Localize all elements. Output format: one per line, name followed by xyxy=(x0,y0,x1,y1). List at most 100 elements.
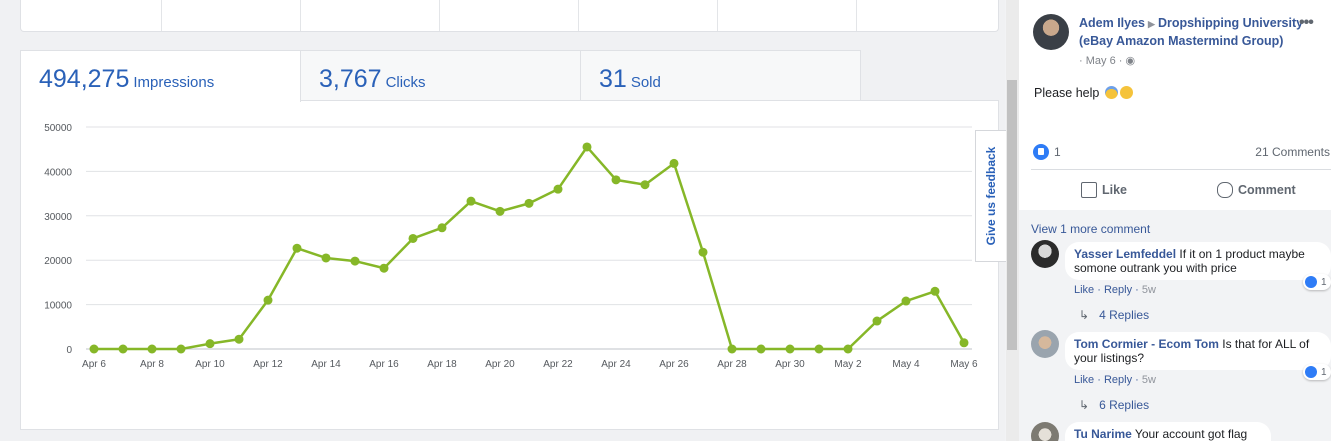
data-point[interactable] xyxy=(292,243,302,253)
comment-time[interactable]: 5w xyxy=(1141,284,1156,296)
like-reaction-icon xyxy=(1305,276,1317,288)
data-point[interactable] xyxy=(495,206,505,216)
comment-text: Is that for ALL of your listings? xyxy=(1074,337,1310,365)
data-point[interactable] xyxy=(466,196,476,206)
impressions-label: Impressions xyxy=(133,74,215,91)
commenter-avatar[interactable] xyxy=(1031,240,1059,268)
view-replies-link[interactable]: ↳ 6 Replies xyxy=(1079,398,1149,412)
likes-count[interactable]: 1 xyxy=(1054,145,1061,159)
x-tick-label: Apr 30 xyxy=(775,359,805,370)
commenter-avatar[interactable] xyxy=(1031,422,1059,441)
page-scrollbar-thumb[interactable] xyxy=(1007,80,1017,350)
x-tick-label: Apr 8 xyxy=(140,359,164,370)
commenter-name[interactable]: Yasser Lemfeddel xyxy=(1074,247,1177,261)
tab-impressions[interactable]: 494,275 Impressions xyxy=(20,50,301,102)
data-point[interactable] xyxy=(640,180,650,190)
author-name[interactable]: Adem Ilyes xyxy=(1079,16,1146,30)
comments-count[interactable]: 21 Comments xyxy=(1255,145,1330,159)
data-point[interactable] xyxy=(669,158,679,168)
facebook-post: Adem Ilyes ▶ Dropshipping University (eBay… xyxy=(1019,0,1331,441)
data-point[interactable] xyxy=(727,344,737,354)
comment-bubble: Tom Cormier - Ecom Tom Is that for ALL o… xyxy=(1065,332,1331,380)
sold-value: 31 xyxy=(599,65,627,93)
more-options-icon[interactable]: ••• xyxy=(1299,14,1314,31)
data-point[interactable] xyxy=(959,338,969,348)
give-feedback-button[interactable]: Give us feedback xyxy=(975,130,1006,262)
tab-clicks[interactable]: 3,767 Clicks xyxy=(300,50,581,102)
comment-actions: Like · Reply · 5w xyxy=(1074,284,1156,296)
y-tick-label: 20000 xyxy=(44,256,72,267)
data-point[interactable] xyxy=(785,344,795,354)
reply-arrow-icon: ↳ xyxy=(1079,398,1090,412)
tab-sold[interactable]: 31 Sold xyxy=(580,50,861,102)
impressions-chart-container: 0 10000 20000 30000 40000 50000 Apr 6 Apr 8 Apr … xyxy=(20,100,999,430)
author-avatar[interactable] xyxy=(1033,14,1069,50)
comment-icon xyxy=(1217,182,1233,198)
view-replies-link[interactable]: ↳ 4 Replies xyxy=(1079,308,1149,322)
post-body: Please help xyxy=(1034,86,1133,100)
like-reaction-icon xyxy=(1305,366,1317,378)
replies-count: 6 Replies xyxy=(1099,398,1150,412)
impressions-line-chart: 0 10000 20000 30000 40000 50000 Apr 6 Apr 8 Apr … xyxy=(44,123,978,370)
post-date[interactable]: May 6 xyxy=(1085,55,1116,67)
data-point[interactable] xyxy=(756,344,766,354)
globe-icon: ◉ xyxy=(1125,55,1136,67)
data-point[interactable] xyxy=(814,344,824,354)
data-point[interactable] xyxy=(147,344,157,354)
data-point[interactable] xyxy=(901,296,911,306)
impressions-value: 494,275 xyxy=(39,65,130,93)
commenter-avatar[interactable] xyxy=(1031,330,1059,358)
data-point[interactable] xyxy=(176,344,186,354)
comment-like-link[interactable]: Like xyxy=(1074,374,1095,386)
comment-reply-link[interactable]: Reply xyxy=(1103,284,1133,296)
clicks-value: 3,767 xyxy=(319,65,382,93)
give-feedback-label: Give us feedback xyxy=(984,146,998,246)
data-point[interactable] xyxy=(379,263,389,273)
data-point[interactable] xyxy=(118,344,128,354)
data-point[interactable] xyxy=(234,334,244,344)
x-tick-label: Apr 10 xyxy=(195,359,225,370)
x-tick-label: Apr 14 xyxy=(311,359,341,370)
data-point[interactable] xyxy=(524,198,534,208)
summary-strip xyxy=(20,0,999,32)
data-point[interactable] xyxy=(698,247,708,257)
x-tick-label: Apr 16 xyxy=(369,359,399,370)
comment-reaction-count: 1 xyxy=(1321,367,1327,378)
sold-label: Sold xyxy=(630,74,661,91)
divider xyxy=(1031,169,1331,170)
y-tick-label: 50000 xyxy=(44,123,72,134)
comment-reply-link[interactable]: Reply xyxy=(1103,374,1133,386)
data-point[interactable] xyxy=(930,286,940,296)
data-point[interactable] xyxy=(553,184,563,194)
data-point[interactable] xyxy=(843,344,853,354)
data-point[interactable] xyxy=(437,223,447,233)
data-point[interactable] xyxy=(89,344,99,354)
comment-reactions[interactable]: 1 xyxy=(1303,364,1331,380)
x-tick-label: Apr 28 xyxy=(717,359,747,370)
view-more-comments-link[interactable]: View 1 more comment xyxy=(1031,222,1151,236)
data-point[interactable] xyxy=(611,175,621,185)
comment-reactions[interactable]: 1 xyxy=(1303,274,1331,290)
group-name[interactable]: Dropshipping University (eBay Amazon Mas… xyxy=(1079,16,1304,48)
data-point[interactable] xyxy=(872,316,882,326)
x-tick-label: Apr 22 xyxy=(543,359,573,370)
comments-section: View 1 more comment Yasser Lemfeddel If … xyxy=(1019,210,1331,441)
impressions-series-line xyxy=(94,145,966,351)
comment-text: Your account got flag xyxy=(1134,427,1248,441)
clicks-label: Clicks xyxy=(385,74,426,91)
data-point[interactable] xyxy=(263,295,273,305)
comment-like-link[interactable]: Like xyxy=(1074,284,1095,296)
y-tick-label: 10000 xyxy=(44,301,72,312)
commenter-name[interactable]: Tom Cormier - Ecom Tom xyxy=(1074,337,1219,351)
commenter-name[interactable]: Tu Narime xyxy=(1074,427,1132,441)
data-point[interactable] xyxy=(205,339,215,349)
data-point[interactable] xyxy=(321,253,331,263)
post-meta: · May 6 · ◉ xyxy=(1079,55,1136,67)
comment-text: If it on 1 product maybe somone outrank … xyxy=(1074,247,1305,275)
comment-time[interactable]: 5w xyxy=(1141,374,1156,386)
data-point[interactable] xyxy=(350,256,360,266)
data-point[interactable] xyxy=(582,142,592,152)
data-point[interactable] xyxy=(408,233,418,243)
y-tick-label: 40000 xyxy=(44,167,72,178)
y-tick-label: 30000 xyxy=(44,212,72,223)
